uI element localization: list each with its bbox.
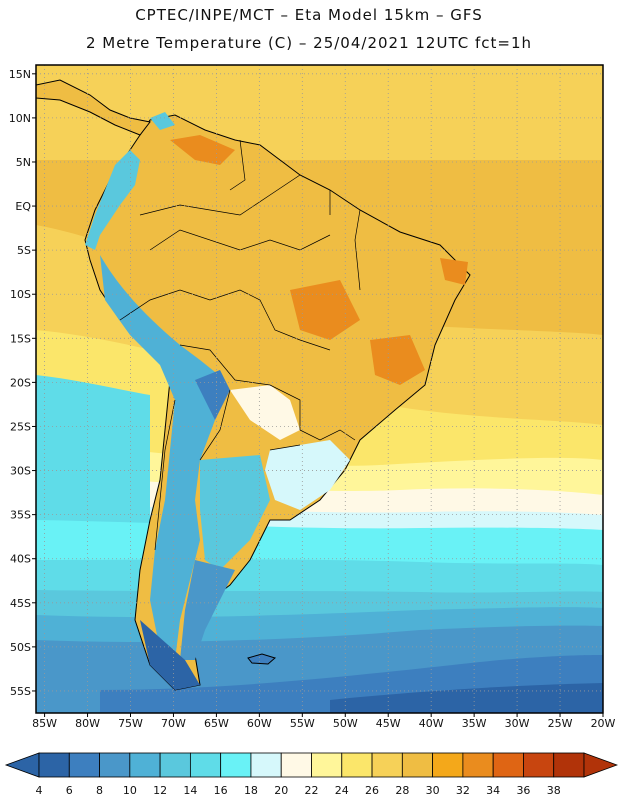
lat-label: 10S xyxy=(10,288,31,301)
andes-north xyxy=(85,150,140,250)
patagonia-south xyxy=(180,560,235,660)
colorbar-label: 18 xyxy=(244,784,258,797)
colorbar-swatch xyxy=(401,752,434,778)
lon-label: 20W xyxy=(591,717,616,730)
colorbar-swatch xyxy=(492,752,524,778)
lon-label: 65W xyxy=(204,717,229,730)
lat-label: EQ xyxy=(15,200,31,213)
map-frame xyxy=(35,64,604,714)
colorbar-label: 38 xyxy=(547,784,561,797)
lon-label: 55W xyxy=(290,717,315,730)
colorbar-swatch xyxy=(462,752,494,778)
interior-hot xyxy=(290,280,360,340)
lat-label: 35S xyxy=(10,509,31,522)
colorbar-swatch xyxy=(250,752,282,778)
colorbar-label: 4 xyxy=(36,784,43,797)
lat-label: 5S xyxy=(17,244,31,257)
colorbar-min-arrow xyxy=(4,752,40,778)
lat-label: 20S xyxy=(10,376,31,389)
venezuela-hot xyxy=(170,135,235,165)
lat-label: 40S xyxy=(10,553,31,566)
colorbar-label: 16 xyxy=(214,784,228,797)
northeast-hot xyxy=(440,258,468,285)
colorbar-label: 32 xyxy=(456,784,470,797)
lat-label: 45S xyxy=(10,597,31,610)
altiplano xyxy=(195,370,230,420)
lon-label: 50W xyxy=(333,717,358,730)
axis-ticks xyxy=(32,73,604,717)
colorbar-swatch xyxy=(129,752,161,778)
chaco-mild xyxy=(230,385,300,440)
lon-label: 75W xyxy=(118,717,143,730)
latitude-labels: 15N 10N 5N EQ 5S 10S 15S 20S 25S 30S 35S 40S 45S 50S 5… xyxy=(9,68,32,698)
lon-label: 60W xyxy=(247,717,272,730)
andes-south xyxy=(100,255,225,660)
colombia-highlands xyxy=(150,112,175,130)
tierra-del-fuego xyxy=(140,620,200,690)
colorbar-label: 10 xyxy=(123,784,137,797)
longitude-labels: 85W 80W 75W 70W 65W 60W 55W 50W 45W 40W 35W 30W 25W 2… xyxy=(32,717,615,730)
colorbar-swatch xyxy=(311,752,343,778)
colorbar-max-arrow xyxy=(583,752,618,778)
colorbar-boxes xyxy=(4,752,618,778)
lon-label: 80W xyxy=(75,717,100,730)
graticule-lines xyxy=(36,65,603,713)
colorbar-label: 28 xyxy=(395,784,409,797)
lat-label: 25S xyxy=(10,420,31,433)
bahia-hot xyxy=(370,335,425,385)
colorbar-swatch xyxy=(523,752,555,778)
lat-label: 30S xyxy=(10,465,31,478)
lon-label: 70W xyxy=(161,717,186,730)
colorbar-label: 30 xyxy=(426,784,440,797)
colorbar-label: 12 xyxy=(153,784,167,797)
patagonia-north xyxy=(200,455,270,570)
colorbar-swatch xyxy=(68,752,100,778)
colorbar-swatch xyxy=(189,752,222,778)
colorbar-swatch xyxy=(341,752,373,778)
north-ocean-field xyxy=(36,65,603,160)
lat-label: 50S xyxy=(10,641,31,654)
colorbar-swatch xyxy=(280,752,312,778)
lon-label: 85W xyxy=(32,717,57,730)
colorbar-label: 6 xyxy=(66,784,73,797)
colorbar-swatch xyxy=(371,752,403,778)
colorbar-label: 36 xyxy=(516,784,530,797)
colorbar-label: 8 xyxy=(96,784,103,797)
colorbar-label: 22 xyxy=(305,784,319,797)
lat-label: 55S xyxy=(10,685,31,698)
lat-label: 15S xyxy=(10,332,31,345)
colorbar-labels: 4 6 8 10 12 14 16 18 20 22 24 26 28 30 32 34 36 38 xyxy=(36,784,561,797)
lon-label: 30W xyxy=(505,717,530,730)
lat-label: 15N xyxy=(9,68,31,81)
colorbar-label: 14 xyxy=(183,784,197,797)
colorbar-swatch xyxy=(220,752,252,778)
falkland-islands xyxy=(247,653,277,665)
colorbar-swatch xyxy=(432,752,464,778)
lat-label: 10N xyxy=(9,112,31,125)
band-4 xyxy=(330,683,603,713)
lon-label: 25W xyxy=(548,717,573,730)
lon-label: 40W xyxy=(419,717,444,730)
chart-title-line1: CPTEC/INPE/MCT – Eta Model 15km – GFS xyxy=(135,6,483,24)
colorbar-swatch xyxy=(159,752,191,778)
colorbar-label: 20 xyxy=(274,784,288,797)
lon-label: 35W xyxy=(462,717,487,730)
colorbar-swatch xyxy=(99,752,131,778)
central-america xyxy=(36,79,151,136)
colorbar-swatch xyxy=(38,752,70,778)
lon-label: 45W xyxy=(376,717,401,730)
colorbar-label: 26 xyxy=(365,784,379,797)
lat-label: 5N xyxy=(16,156,31,169)
chart-title-line2: 2 Metre Temperature (C) – 25/04/2021 12U… xyxy=(85,34,533,52)
pampas-cool xyxy=(265,440,350,510)
colorbar-swatch xyxy=(553,752,585,778)
colorbar-label: 24 xyxy=(335,784,349,797)
colorbar-label: 34 xyxy=(486,784,500,797)
